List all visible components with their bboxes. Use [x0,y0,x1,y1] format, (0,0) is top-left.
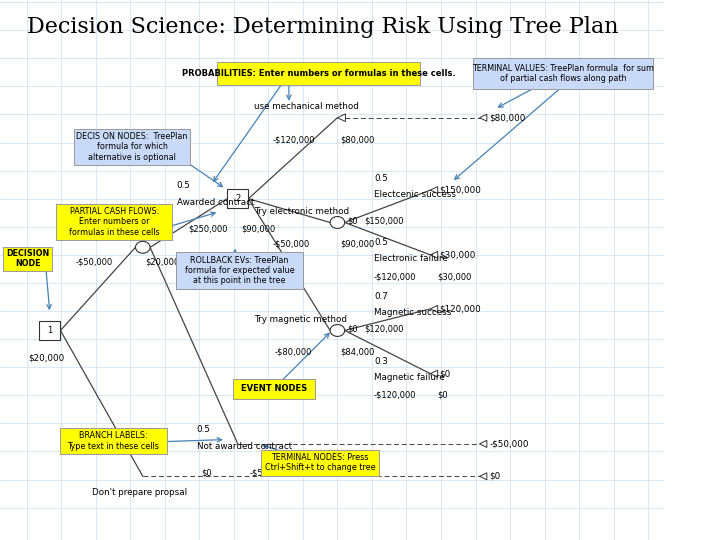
Polygon shape [480,473,487,480]
Text: PARTIAL CASH FLOWS:
Enter numbers or
formulas in these cells: PARTIAL CASH FLOWS: Enter numbers or for… [69,207,160,237]
Text: -$80,000: -$80,000 [274,348,312,357]
Text: $150,000: $150,000 [439,186,481,194]
Text: BRANCH LABELS:
Type text in these cells: BRANCH LABELS: Type text in these cells [67,431,159,451]
Text: -$50,000: -$50,000 [250,468,287,477]
Circle shape [330,325,345,336]
Text: $80,000: $80,000 [490,113,526,122]
Text: $30,000: $30,000 [439,251,475,259]
Polygon shape [431,306,438,312]
Text: $0: $0 [347,217,358,226]
Bar [39,321,60,340]
Circle shape [135,241,150,253]
FancyBboxPatch shape [4,247,53,271]
Text: Try electronic method: Try electronic method [254,207,349,216]
Text: Magnetic success: Magnetic success [374,308,451,318]
Text: Decision Science: Determining Risk Using Tree Plan: Decision Science: Determining Risk Using… [27,16,618,38]
FancyBboxPatch shape [217,62,420,85]
Text: $20,000: $20,000 [28,353,65,362]
Text: $0: $0 [347,325,358,334]
Text: 0.3: 0.3 [374,357,388,366]
Text: $30,000: $30,000 [437,272,472,281]
Text: $90,000: $90,000 [341,240,375,249]
Text: -$50,000: -$50,000 [272,240,310,249]
Text: 0.5: 0.5 [374,238,388,247]
Text: $150,000: $150,000 [364,217,403,226]
Polygon shape [480,114,487,121]
Text: -$50,000: -$50,000 [76,257,113,266]
Text: use mechanical method: use mechanical method [254,102,359,111]
Text: Not awarded contract: Not awarded contract [197,442,292,451]
Text: Electcenic success: Electcenic success [374,190,456,199]
Text: DECIS ON NODES:  TreePlan
formula for which
alternative is optional: DECIS ON NODES: TreePlan formula for whi… [76,132,188,162]
FancyBboxPatch shape [261,450,379,476]
Text: TERMINAL VALUES: TreePlan formula  for sum
of partial cash flows along path: TERMINAL VALUES: TreePlan formula for su… [472,64,654,83]
FancyBboxPatch shape [473,58,653,89]
Text: $120,000: $120,000 [439,305,481,313]
Circle shape [330,217,345,228]
FancyBboxPatch shape [176,252,303,289]
Text: PROBABILITIES: Enter numbers or formulas in these cells.: PROBABILITIES: Enter numbers or formulas… [182,69,456,78]
Text: Try magnetic method: Try magnetic method [254,315,347,324]
Text: $0: $0 [490,472,500,481]
Text: 0.5: 0.5 [197,425,210,434]
Text: -$120,000: -$120,000 [374,272,416,281]
Text: 1: 1 [48,326,53,335]
Text: -$120,000: -$120,000 [374,391,416,400]
Polygon shape [480,441,487,447]
Polygon shape [431,370,438,377]
Text: $0: $0 [437,391,448,400]
Text: -$120,000: -$120,000 [272,135,315,144]
Text: Magnetic failure: Magnetic failure [374,373,444,382]
Text: $80,000: $80,000 [341,135,375,144]
FancyBboxPatch shape [60,428,167,454]
Text: ROLLBACK EVs: TreePlan
formula for expected value
at this point in the tree: ROLLBACK EVs: TreePlan formula for expec… [184,255,294,286]
Text: EVENT NODES: EVENT NODES [241,384,307,393]
Text: $84,000: $84,000 [341,348,375,357]
Text: 0.5: 0.5 [374,173,388,183]
Text: $250,000: $250,000 [188,225,228,234]
Text: 0.5: 0.5 [176,181,191,190]
Text: TERMINAL NODES: Press
Ctrl+Shift+t to change tree: TERMINAL NODES: Press Ctrl+Shift+t to ch… [265,453,375,472]
Text: Prepare poposal: Prepare poposal [101,226,171,235]
Text: $0: $0 [439,369,450,378]
Text: Awarded contract: Awarded contract [176,198,254,207]
FancyBboxPatch shape [74,129,190,165]
Text: -$50,000: -$50,000 [490,440,529,448]
Polygon shape [431,252,438,258]
Text: 2: 2 [235,194,240,203]
Text: $120,000: $120,000 [364,325,403,334]
FancyBboxPatch shape [56,204,172,240]
Text: $0: $0 [202,468,212,477]
Text: $90,000: $90,000 [241,225,275,234]
Polygon shape [431,186,438,193]
FancyBboxPatch shape [233,379,315,399]
Text: 0.7: 0.7 [374,292,388,301]
Text: $20,000: $20,000 [145,257,179,266]
Bar [227,189,248,208]
Text: Electronic failure: Electronic failure [374,254,448,264]
Text: Don't prepare propsal: Don't prepare propsal [92,488,187,497]
Polygon shape [338,114,346,122]
Text: DECISION
NODE: DECISION NODE [6,249,50,268]
